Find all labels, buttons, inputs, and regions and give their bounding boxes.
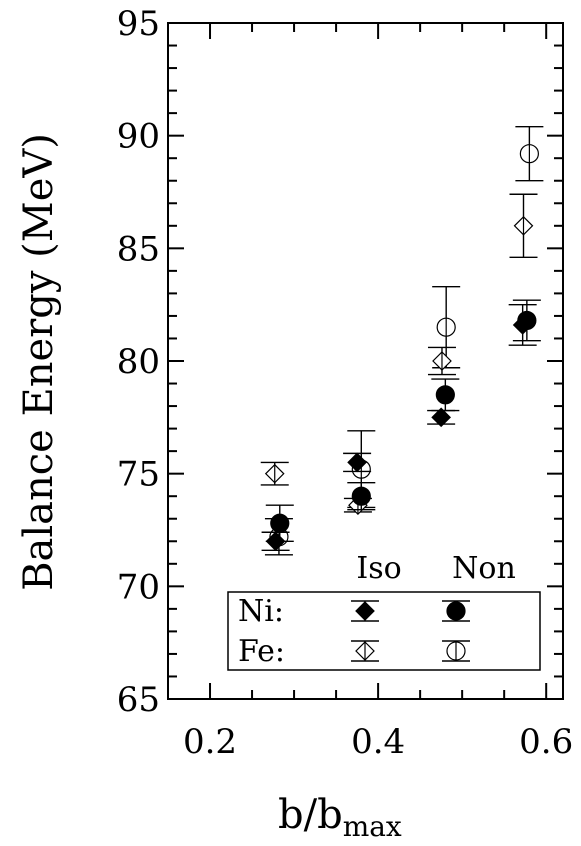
y-tick-label: 65 — [117, 680, 160, 720]
y-tick-label: 80 — [117, 342, 160, 382]
x-axis-title-main: b/b — [278, 792, 343, 838]
y-tick-label: 85 — [117, 229, 160, 269]
y-axis-ticks: 65 70 75 80 85 90 95 — [117, 4, 563, 720]
data-markers — [260, 125, 544, 556]
series-ni-non — [265, 299, 541, 542]
x-axis-ticks: 0.2 0.4 0.6 — [183, 23, 573, 762]
legend: Iso Non Ni: Fe: — [227, 551, 541, 671]
legend-header-iso: Iso — [356, 551, 401, 586]
legend-marker-ni-iso — [355, 601, 375, 621]
x-tick-label: 0.6 — [519, 722, 573, 762]
legend-box — [227, 591, 541, 671]
data-point — [347, 452, 367, 473]
series-ni-iso — [261, 303, 537, 552]
data-point — [517, 310, 537, 331]
data-point — [435, 385, 455, 405]
x-axis-title: b/bmax — [278, 792, 402, 843]
y-tick-label: 95 — [117, 4, 160, 44]
legend-row-label: Ni: — [238, 594, 284, 629]
y-tick-label: 90 — [117, 117, 160, 157]
legend-row-label: Fe: — [238, 634, 285, 669]
x-tick-label: 0.4 — [351, 722, 405, 762]
data-point — [431, 407, 451, 428]
series-fe-iso — [260, 193, 538, 516]
data-point — [351, 486, 371, 506]
legend-header-non: Non — [452, 551, 516, 586]
legend-marker-ni-non — [446, 601, 466, 621]
series-fe-non — [264, 125, 544, 556]
y-tick-label: 75 — [117, 455, 160, 495]
y-axis-title: Balance Energy (MeV) — [16, 133, 62, 591]
x-tick-label: 0.2 — [183, 722, 237, 762]
data-point — [270, 513, 290, 533]
x-axis-title-subscript: max — [343, 810, 402, 843]
y-tick-label: 70 — [117, 567, 160, 607]
